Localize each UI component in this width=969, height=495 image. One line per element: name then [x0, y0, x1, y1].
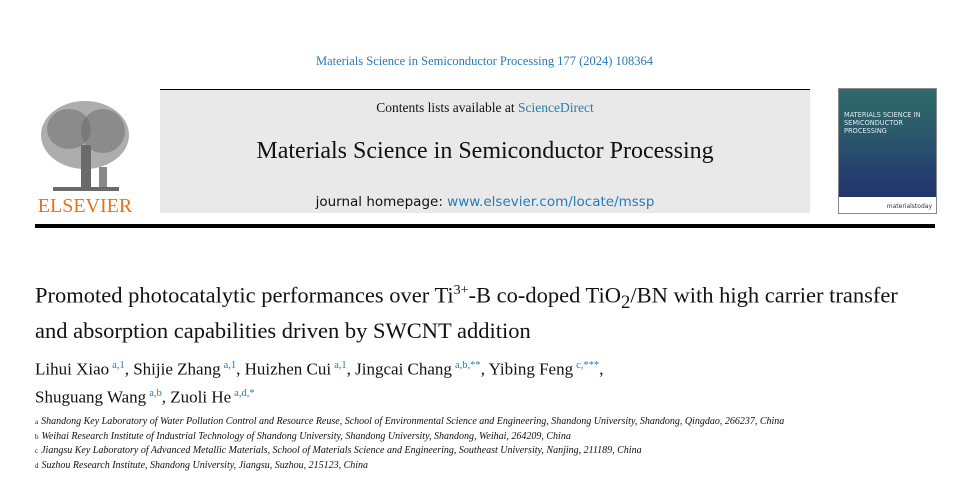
affiliation-mark: a — [35, 418, 39, 426]
affiliation-mark: d — [35, 461, 39, 470]
affiliation-text: Shandong Key Laboratory of Water Polluti… — [41, 416, 785, 427]
article-title: Promoted photocatalytic performances ove… — [35, 282, 898, 344]
cover-title: MATERIALS SCIENCE IN SEMICONDUCTOR PROCE… — [844, 111, 921, 135]
affiliation-text: Weihai Research Institute of Industrial … — [41, 430, 571, 442]
homepage-line: journal homepage: www.elsevier.com/locat… — [160, 194, 810, 210]
separator: , — [124, 359, 134, 379]
author-list: Lihui Xiao a,1, Shijie Zhang a,1, Huizhen … — [35, 354, 935, 409]
author-affiliation-marks[interactable]: a,b,** — [454, 360, 481, 371]
homepage-link[interactable]: www.elsevier.com/locate/mssp — [447, 194, 655, 210]
author[interactable]: Yibing Feng — [488, 359, 574, 379]
elsevier-logo: ELSEVIER — [33, 95, 137, 217]
homepage-prefix: journal homepage: — [315, 194, 448, 210]
author[interactable]: Shuguang Wang — [35, 387, 147, 407]
journal-title: Materials Science in Semiconductor Proce… — [256, 138, 714, 164]
affiliation: a Shandong Key Laboratory of Water Pollut… — [35, 415, 935, 430]
author[interactable]: Jingcai Chang — [355, 359, 452, 379]
affiliation-mark: b — [35, 432, 39, 441]
affiliation: c Jiangsu Key Laboratory of Advanced Meta… — [35, 444, 935, 459]
affiliation-list: a Shandong Key Laboratory of Water Pollut… — [35, 415, 935, 473]
author-affiliation-marks[interactable]: c,*** — [576, 360, 600, 371]
separator: , — [236, 359, 245, 379]
affiliation-text: Jiangsu Key Laboratory of Advanced Metal… — [41, 445, 642, 456]
author[interactable]: Shijie Zhang — [133, 359, 221, 379]
affiliation-text: Suzhou Research Institute, Shandong Univ… — [41, 459, 369, 471]
separator: , — [346, 359, 356, 379]
elsevier-wordmark: ELSEVIER — [38, 195, 133, 217]
author-affiliation-marks[interactable]: a,1 — [112, 360, 125, 371]
journal-cover-image[interactable]: MATERIALS SCIENCE IN SEMICONDUCTOR PROCE… — [838, 88, 937, 214]
separator: , — [599, 359, 604, 379]
author[interactable]: Lihui Xiao — [35, 359, 110, 379]
contents-line: Contents lists available at ScienceDirec… — [160, 100, 810, 116]
cover-brand: materialstoday — [886, 203, 932, 210]
elsevier-tree-icon: ELSEVIER — [38, 101, 133, 217]
top-divider — [160, 89, 810, 90]
contents-prefix: Contents lists available at — [376, 100, 518, 115]
author-affiliation-marks[interactable]: a,1 — [223, 360, 237, 371]
separator: , — [161, 387, 171, 407]
author-affiliation-marks[interactable]: a,d,* — [234, 387, 255, 399]
author-affiliation-marks[interactable]: a,1 — [334, 360, 347, 371]
cover-footer — [839, 197, 936, 213]
affiliation-mark: c — [35, 447, 39, 455]
author[interactable]: Zuoli He — [170, 387, 232, 407]
separator: , — [480, 359, 489, 379]
journal-citation-link[interactable]: Materials Science in Semiconductor Proce… — [315, 54, 654, 68]
affiliation: d Suzhou Research Institute, Shandong Uni… — [35, 459, 935, 474]
sciencedirect-link[interactable]: ScienceDirect — [518, 100, 594, 115]
author[interactable]: Huizhen Cui — [244, 359, 332, 379]
affiliation: b Weihai Research Institute of Industrial… — [35, 430, 935, 445]
author-affiliation-marks[interactable]: a,b — [149, 387, 162, 399]
header-rule — [35, 224, 935, 228]
journal-header-box: Contents lists available at ScienceDirec… — [160, 90, 810, 213]
